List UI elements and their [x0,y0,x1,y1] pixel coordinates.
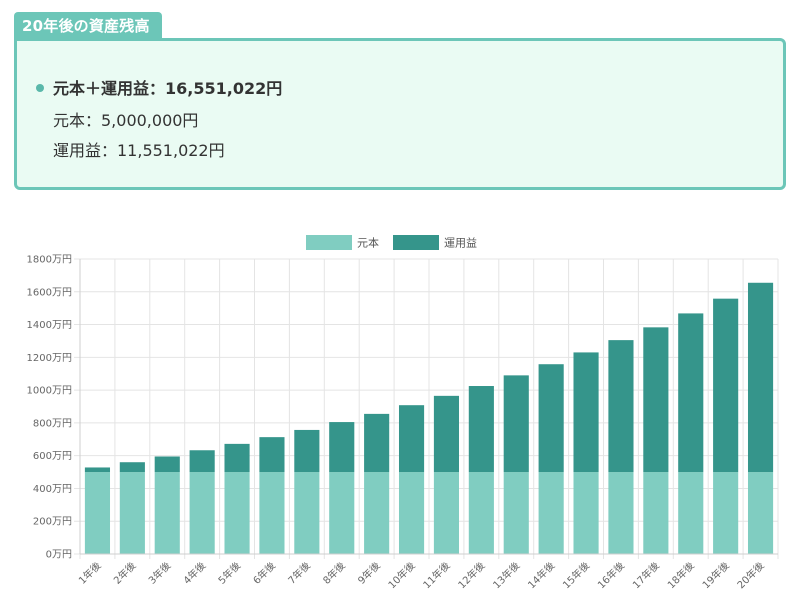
y-tick-label: 1800万円 [27,255,72,266]
bar-principal [154,472,180,554]
x-tick-label: 5年後 [215,559,243,587]
bar-gain [747,282,774,473]
stacked-bar-chart: 元本 運用益 0万円 200万円 400万円 600万円 800万円 1000万円 1200万… [27,235,779,591]
x-tick-label: 3年後 [146,559,174,587]
bar-gain [294,429,320,473]
summary-panel: 元本＋運用益：16,551,022円 元本：5,000,000円 運用益：11,… [14,38,786,190]
y-tick-label: 1600万円 [27,287,72,298]
grid [74,258,779,559]
bar-principal [224,472,250,554]
y-tick-label: 1200万円 [27,353,72,364]
bar-principal [294,472,320,554]
x-tick-label: 16年後 [595,559,627,591]
bar-principal [573,472,599,554]
x-tick-label: 11年後 [420,559,452,591]
bar-principal [329,472,355,554]
y-tick-label: 1400万円 [27,320,72,331]
y-tick-label: 1000万円 [27,386,72,397]
bar-gain [503,375,529,473]
x-tick-label: 6年後 [250,559,278,587]
x-tick-label: 8年後 [320,559,348,587]
legend-label: 元本 [357,236,379,250]
x-tick-label: 17年後 [630,559,662,591]
bar-principal [538,472,564,554]
x-tick-label: 2年後 [111,559,139,587]
x-tick-label: 4年後 [180,559,208,587]
bar-gain [154,456,180,473]
bar-gain [573,352,599,473]
bar-principal [189,472,215,554]
bar-gain [84,467,111,473]
x-tick-label: 14年後 [525,559,557,591]
principal-amount: 元本：5,000,000円 [53,111,199,130]
x-tick-label: 20年後 [734,559,766,591]
legend-swatch [306,235,352,250]
bar-principal [259,472,285,554]
bar-gain [433,395,460,473]
bar-gain [329,422,355,473]
y-tick-label: 800万円 [33,418,72,429]
x-tick-label: 1年後 [76,559,104,587]
x-tick-label: 7年後 [285,559,313,587]
x-tick-label: 15年後 [560,559,592,591]
bar-gain [678,313,704,473]
bar-principal [643,472,669,554]
bar-principal [678,472,704,554]
bar-principal [468,472,494,554]
bullet-icon [36,84,44,92]
summary-title: 20年後の資産残高 [14,12,162,40]
bar-gain [259,437,285,473]
bar-principal [608,472,634,554]
legend-label: 運用益 [444,236,477,250]
y-tick-label: 200万円 [33,517,72,528]
bar-gain [224,443,250,473]
x-tick-label: 9年後 [355,559,383,587]
bar-gain [468,386,494,473]
bar-gain [189,450,215,473]
bar-gain [713,298,739,473]
x-tick-label: 13年後 [490,559,522,591]
bar-principal [503,472,529,554]
bar-gain [364,413,390,473]
gain-amount: 運用益：11,551,022円 [53,141,225,160]
y-axis: 0万円 200万円 400万円 600万円 800万円 1000万円 1200万円 1400万… [27,255,778,561]
bar-gain [643,327,669,473]
bar-gain [608,340,634,473]
x-axis: 1年後 2年後 3年後 4年後 5年後 6年後 7年後 8年後 9年後 10年後 11年後 12年後 1… [76,559,767,591]
bar-gain [119,462,145,473]
bar-principal [84,472,111,554]
bar-principal [747,472,774,554]
y-tick-label: 0万円 [46,550,72,561]
bar-principal [398,472,425,554]
bar-gain [538,364,564,473]
bars [84,282,774,554]
legend-swatch [393,235,439,250]
bar-gain [398,405,425,473]
y-tick-label: 600万円 [33,451,72,462]
x-tick-label: 19年後 [699,559,731,591]
bar-principal [713,472,739,554]
x-tick-label: 18年後 [665,559,697,591]
x-tick-label: 10年後 [385,559,417,591]
bar-principal [119,472,145,554]
x-tick-label: 12年後 [455,559,487,591]
bar-principal [433,472,460,554]
bar-principal [364,472,390,554]
y-tick-label: 400万円 [33,484,72,495]
total-amount: 元本＋運用益：16,551,022円 [53,79,283,98]
legend: 元本 運用益 [306,235,477,250]
